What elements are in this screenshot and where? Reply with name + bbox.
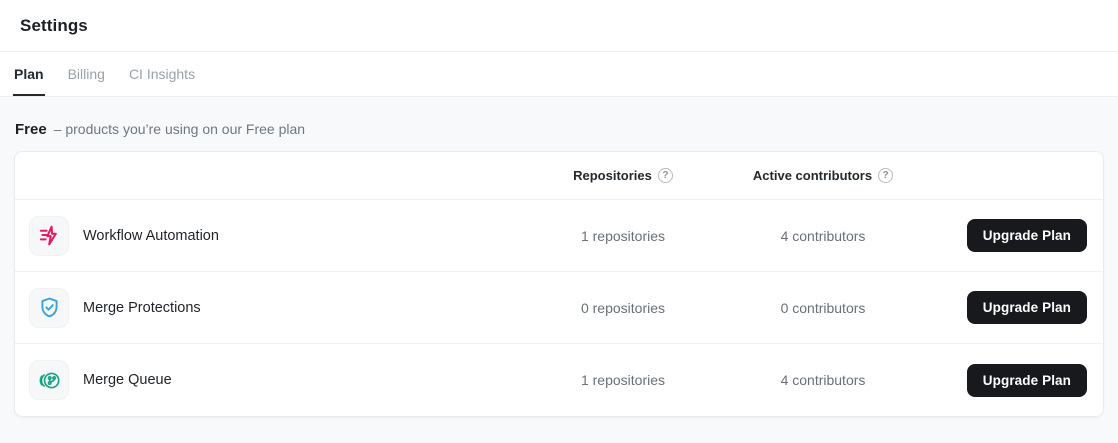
repositories-value: 1 repositories — [580, 372, 666, 388]
table-row: Merge Queue 1 repositories 4 contributor… — [15, 344, 1103, 416]
contributors-value: 0 contributors — [780, 299, 866, 316]
product-label: Merge Queue — [83, 372, 172, 388]
merge-queue-icon — [29, 360, 69, 400]
action-cell: Upgrade Plan — [923, 291, 1103, 324]
product-cell-merge-protections: Merge Protections — [15, 287, 523, 328]
repositories-header-label: Repositories — [573, 168, 652, 183]
table-row: Merge Protections 0 repositories 0 contr… — [15, 272, 1103, 344]
action-cell: Upgrade Plan — [923, 363, 1103, 397]
active-contributors-header-label: Active contributors — [752, 168, 873, 183]
tab-ci-insights[interactable]: CI Insights — [128, 66, 196, 82]
plan-content: Free – products you’re using on our Free … — [0, 97, 1118, 417]
product-label: Workflow Automation — [83, 227, 219, 244]
tab-plan[interactable]: Plan — [13, 52, 45, 96]
plan-products-table: Repositories ? Active contributors ? — [14, 151, 1104, 417]
upgrade-plan-button[interactable]: Upgrade Plan — [966, 291, 1087, 324]
action-cell: Upgrade Plan — [923, 219, 1103, 252]
settings-header: Settings — [0, 0, 1118, 52]
plan-summary: Free – products you’re using on our Free … — [15, 121, 1104, 138]
page-title: Settings — [20, 15, 88, 35]
contributors-value: 4 contributors — [780, 227, 866, 244]
product-cell-workflow-automation: Workflow Automation — [15, 215, 523, 256]
repositories-value: 1 repositories — [580, 227, 666, 244]
repositories-help-icon[interactable]: ? — [657, 168, 673, 183]
active-contributors-help-icon[interactable]: ? — [878, 168, 894, 183]
column-header-active-contributors: Active contributors ? — [723, 168, 923, 183]
table-row: Workflow Automation 1 repositories 4 con… — [15, 200, 1103, 272]
table-header-row: Repositories ? Active contributors ? — [15, 152, 1103, 200]
plan-description: – products you’re using on our Free plan — [53, 121, 306, 137]
product-cell-merge-queue: Merge Queue — [15, 360, 523, 400]
tab-billing[interactable]: Billing — [67, 66, 105, 82]
contributors-value: 4 contributors — [780, 372, 866, 388]
plan-name: Free — [15, 121, 47, 138]
settings-tabbar: Plan Billing CI Insights — [0, 52, 1118, 97]
product-label: Merge Protections — [83, 299, 201, 316]
upgrade-plan-button[interactable]: Upgrade Plan — [966, 363, 1087, 397]
repositories-value: 0 repositories — [580, 299, 666, 316]
shield-check-icon — [29, 287, 69, 328]
column-header-repositories: Repositories ? — [523, 168, 723, 183]
upgrade-plan-button[interactable]: Upgrade Plan — [966, 219, 1087, 252]
workflow-automation-icon — [29, 215, 69, 256]
